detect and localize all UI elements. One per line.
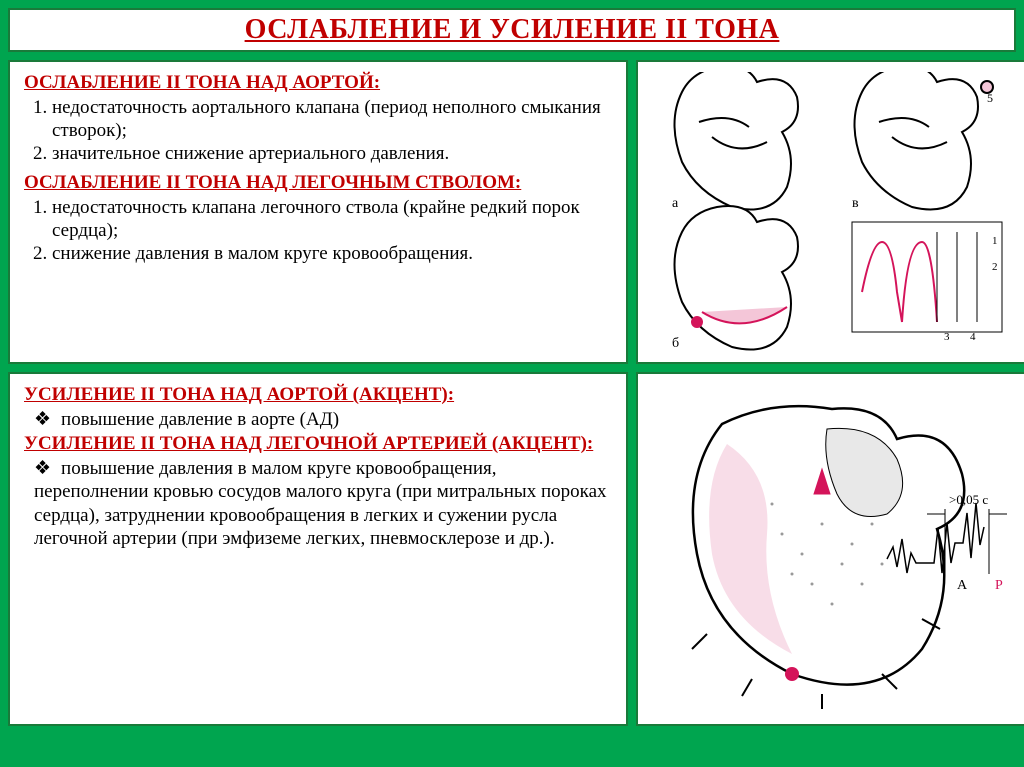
fig-label-b: б (672, 336, 679, 351)
label-P: Р (995, 578, 1003, 593)
heading-aorta-weak: ОСЛАБЛЕНИЕ II ТОНА НАД АОРТОЙ: (24, 72, 612, 94)
row-bottom: УСИЛЕНИЕ II ТОНА НАД АОРТОЙ (АКЦЕНТ): по… (8, 372, 1016, 726)
panel-weakening-text: ОСЛАБЛЕНИЕ II ТОНА НАД АОРТОЙ: недостато… (8, 60, 628, 364)
row-top: ОСЛАБЛЕНИЕ II ТОНА НАД АОРТОЙ: недостато… (8, 60, 1016, 364)
list-pulm-strong: повышение давления в малом круге кровооб… (24, 457, 612, 550)
timing-label: >0,05 с (949, 492, 988, 507)
list-pulm-weak: недостаточность клапана легочного ствола… (24, 196, 612, 266)
list-aorta-weak: недостаточность аортального клапана (пер… (24, 96, 612, 166)
item-aorta-strong-1: повышение давление в аорте (АД) (34, 408, 612, 431)
svg-text:3: 3 (944, 331, 950, 343)
heart-large-icon: >0,05 с А Р (652, 384, 1012, 714)
svg-text:2: 2 (992, 261, 998, 273)
svg-text:1: 1 (992, 235, 998, 247)
fig-label-a: а (672, 196, 679, 211)
fig-label-v: в (852, 196, 859, 211)
heading-aorta-strong: УСИЛЕНИЕ II ТОНА НАД АОРТОЙ (АКЦЕНТ): (24, 384, 612, 406)
item-pulm-strong-1: повышение давления в малом круге кровооб… (34, 457, 612, 550)
title-bar: ОСЛАБЛЕНИЕ И УСИЛЕНИЕ II ТОНА (8, 8, 1016, 52)
panel-strengthening-figure: >0,05 с А Р (636, 372, 1024, 726)
item-pulm-weak-2: снижение давления в малом круге кровообр… (52, 242, 612, 265)
label-A: А (957, 578, 968, 593)
item-aorta-weak-1: недостаточность аортального клапана (пер… (52, 96, 612, 142)
heart-triptych-icon: а 5 в б 1 2 3 4 (652, 72, 1012, 352)
heading-pulm-strong: УСИЛЕНИЕ II ТОНА НАД ЛЕГОЧНОЙ АРТЕРИЕЙ (… (24, 433, 612, 455)
panel-weakening-figure: а 5 в б 1 2 3 4 (636, 60, 1024, 364)
page-title: ОСЛАБЛЕНИЕ И УСИЛЕНИЕ II ТОНА (10, 14, 1014, 46)
list-aorta-strong: повышение давление в аорте (АД) (24, 408, 612, 431)
item-aorta-weak-2: значительное снижение артериального давл… (52, 142, 612, 165)
item-pulm-weak-1: недостаточность клапана легочного ствола… (52, 196, 612, 242)
panel-strengthening-text: УСИЛЕНИЕ II ТОНА НАД АОРТОЙ (АКЦЕНТ): по… (8, 372, 628, 726)
svg-text:4: 4 (970, 331, 976, 343)
fig-label-5: 5 (987, 91, 993, 105)
heading-pulm-weak: ОСЛАБЛЕНИЕ II ТОНА НАД ЛЕГОЧНЫМ СТВОЛОМ: (24, 172, 612, 194)
